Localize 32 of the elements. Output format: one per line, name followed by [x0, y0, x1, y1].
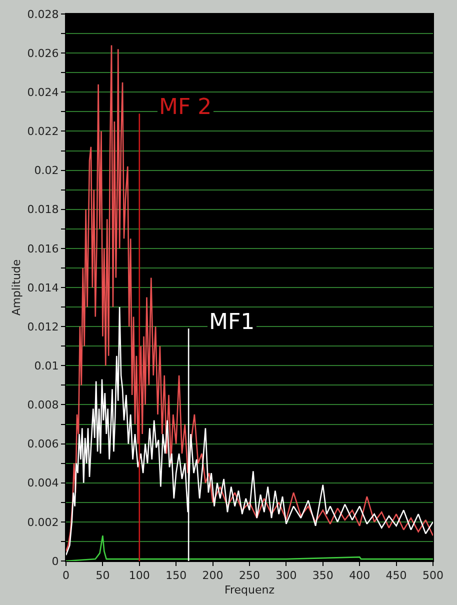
x-tick-label: 300: [276, 569, 297, 582]
y-tick-label: 0.028: [27, 8, 59, 21]
y-tick-label: 0.008: [27, 398, 59, 412]
x-tick-label: 500: [422, 569, 444, 582]
x-tick-label: 350: [312, 569, 334, 582]
x-tick-label: 450: [386, 569, 407, 582]
y-tick-label: 0.016: [27, 242, 59, 256]
annotation: MF1: [209, 310, 255, 335]
y-tick-label: 0.002: [27, 516, 59, 529]
y-tick-label: 0.006: [27, 438, 59, 451]
y-tick-label: 0: [52, 554, 59, 568]
y-tick-label: 0.026: [27, 46, 59, 60]
y-tick-label: 0.022: [27, 125, 59, 138]
y-tick-label: 0.014: [27, 281, 59, 294]
x-tick-label: 50: [96, 569, 110, 582]
y-tick-label: 0.004: [27, 476, 59, 490]
x-tick-label: 200: [202, 569, 224, 582]
y-axis-title: Amplitude: [10, 259, 23, 316]
y-tick-label: 0.02: [34, 164, 59, 178]
y-tick-label: 0.018: [27, 203, 59, 216]
x-tick-label: 0: [62, 569, 70, 582]
x-tick-label: 100: [128, 569, 150, 582]
line-series: [66, 44, 433, 552]
x-tick-label: 400: [349, 569, 370, 582]
line-series: [66, 534, 433, 561]
y-tick-label: 0.01: [34, 359, 59, 372]
y-tick-label: 0.012: [27, 320, 59, 334]
annotation: MF 2: [159, 95, 212, 120]
x-tick-label: 250: [239, 569, 260, 582]
y-tick-label: 0.024: [27, 86, 59, 99]
x-tick-label: 150: [166, 569, 187, 582]
x-axis-title: Frequenz: [224, 583, 275, 596]
